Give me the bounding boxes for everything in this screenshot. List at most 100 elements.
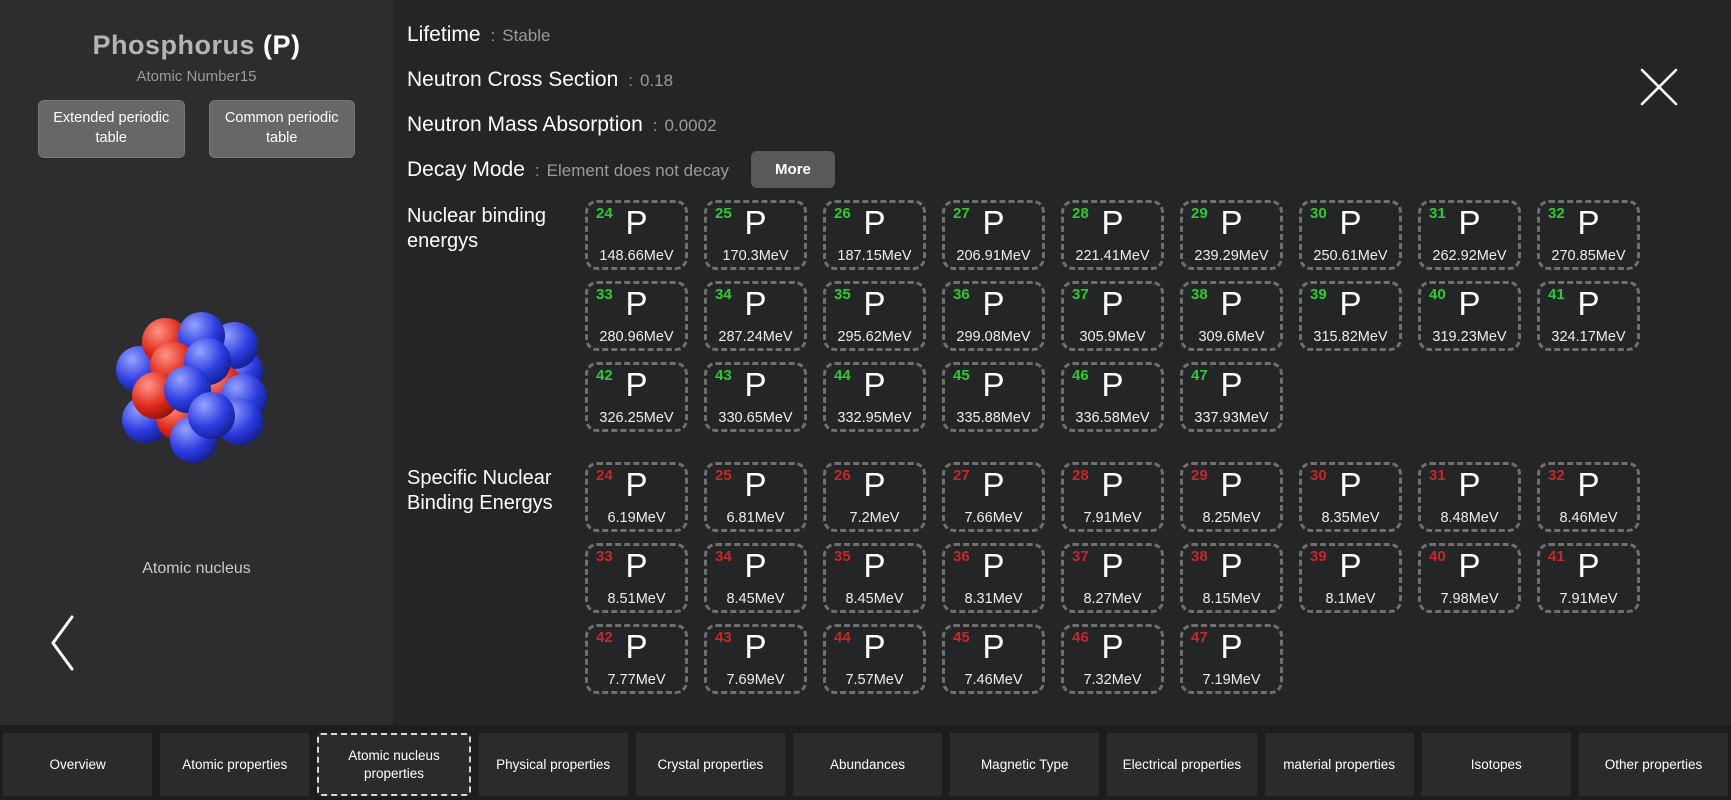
isotope-mass-number: 26 — [834, 467, 851, 484]
isotope-symbol: P — [1339, 204, 1362, 241]
isotope-mass-number: 46 — [1072, 629, 1089, 646]
isotope-mass-number: 41 — [1548, 548, 1565, 565]
isotope-symbol: P — [1577, 285, 1600, 322]
isotope-energy-value: 8.31MeV — [964, 591, 1023, 607]
isotope-energy-value: 262.92MeV — [1432, 248, 1507, 264]
tab-abundances[interactable]: Abundances — [792, 733, 943, 796]
isotope-symbol: P — [1101, 285, 1124, 322]
isotope-energy-value: 335.88MeV — [956, 410, 1031, 426]
isotope-tile: 43 P 330.65MeV — [704, 362, 807, 432]
isotope-mass-number: 33 — [596, 548, 613, 565]
atomic-number-label: Atomic Number — [136, 68, 240, 85]
isotope-energy-value: 170.3MeV — [722, 248, 789, 264]
isotope-symbol: P — [744, 628, 767, 665]
isotope-symbol: P — [744, 285, 767, 322]
property-label: Neutron Mass Absorption — [407, 112, 643, 136]
isotope-tile: 40 P 7.98MeV — [1418, 543, 1521, 613]
isotope-symbol: P — [744, 366, 767, 403]
atomic-nucleus-image — [116, 310, 271, 465]
tab-atomic-nucleus-properties[interactable]: Atomic nucleus properties — [317, 733, 471, 796]
isotope-mass-number: 30 — [1310, 467, 1327, 484]
isotope-tile: 44 P 332.95MeV — [823, 362, 926, 432]
tab-magnetic-type[interactable]: Magnetic Type — [950, 733, 1100, 796]
isotope-symbol: P — [1577, 547, 1600, 584]
property-separator: : — [490, 25, 496, 45]
isotope-tile: 41 P 7.91MeV — [1537, 543, 1640, 613]
isotope-mass-number: 42 — [596, 367, 613, 384]
isotope-symbol: P — [625, 204, 648, 241]
isotope-symbol: P — [1220, 204, 1243, 241]
tab-overview[interactable]: Overview — [3, 733, 153, 796]
isotope-symbol: P — [1339, 285, 1362, 322]
isotope-tile: 28 P 7.91MeV — [1061, 462, 1164, 532]
common-periodic-table-button[interactable]: Common periodic table — [208, 100, 355, 158]
isotope-tile: 42 P 7.77MeV — [585, 624, 688, 694]
isotope-mass-number: 30 — [1310, 205, 1327, 222]
isotope-tile: 30 P 8.35MeV — [1299, 462, 1402, 532]
isotope-energy-value: 336.58MeV — [1075, 410, 1150, 426]
property-row-neutron-cross-section: Neutron Cross Section : 0.18 — [407, 65, 1731, 94]
isotope-energy-value: 221.41MeV — [1075, 248, 1150, 264]
isotope-tile: 35 P 295.62MeV — [823, 281, 926, 351]
isotope-energy-value: 8.27MeV — [1083, 591, 1142, 607]
tab-isotopes[interactable]: Isotopes — [1421, 733, 1571, 796]
tab-electrical-properties[interactable]: Electrical properties — [1107, 733, 1257, 796]
isotope-energy-value: 7.66MeV — [964, 510, 1023, 526]
isotope-mass-number: 40 — [1429, 286, 1446, 303]
isotope-symbol: P — [1339, 466, 1362, 503]
isotope-tile: 26 P 7.2MeV — [823, 462, 926, 532]
isotope-symbol: P — [982, 628, 1005, 665]
isotope-mass-number: 32 — [1548, 467, 1565, 484]
isotope-tile: 31 P 262.92MeV — [1418, 200, 1521, 270]
tab-physical-properties[interactable]: Physical properties — [478, 733, 628, 796]
tab-material-properties[interactable]: material properties — [1264, 733, 1414, 796]
isotope-symbol: P — [1220, 366, 1243, 403]
isotope-mass-number: 29 — [1191, 205, 1208, 222]
isotope-mass-number: 42 — [596, 629, 613, 646]
isotope-energy-value: 315.82MeV — [1313, 329, 1388, 345]
isotope-energy-value: 8.45MeV — [845, 591, 904, 607]
property-row-neutron-mass-absorption: Neutron Mass Absorption : 0.0002 — [407, 110, 1731, 139]
isotope-energy-value: 8.1MeV — [1325, 591, 1376, 607]
isotope-energy-value: 7.19MeV — [1202, 672, 1261, 688]
property-separator: : — [652, 115, 658, 135]
isotope-symbol: P — [1220, 547, 1243, 584]
isotope-energy-value: 324.17MeV — [1551, 329, 1626, 345]
isotope-symbol: P — [625, 366, 648, 403]
extended-periodic-table-button[interactable]: Extended periodic table — [38, 100, 185, 158]
previous-element-button[interactable] — [48, 614, 78, 677]
isotope-energy-value: 7.69MeV — [726, 672, 785, 688]
tab-other-properties[interactable]: Other properties — [1578, 733, 1729, 796]
section-title: Nuclear binding energys — [407, 205, 546, 252]
isotope-mass-number: 28 — [1072, 205, 1089, 222]
isotope-tile: 27 P 206.91MeV — [942, 200, 1045, 270]
isotope-tile-grid: 24 P 6.19MeV 25 P 6.81MeV 26 P 7.2MeV 27… — [585, 462, 1640, 694]
isotope-energy-value: 280.96MeV — [599, 329, 674, 345]
close-button[interactable] — [1638, 66, 1680, 113]
isotope-mass-number: 45 — [953, 367, 970, 384]
tab-atomic-properties[interactable]: Atomic properties — [160, 733, 310, 796]
isotope-tile: 47 P 337.93MeV — [1180, 362, 1283, 432]
isotope-mass-number: 26 — [834, 205, 851, 222]
isotope-energy-value: 206.91MeV — [956, 248, 1031, 264]
isotope-tile: 40 P 319.23MeV — [1418, 281, 1521, 351]
isotope-tile: 30 P 250.61MeV — [1299, 200, 1402, 270]
isotope-energy-value: 7.91MeV — [1083, 510, 1142, 526]
isotope-energy-value: 295.62MeV — [837, 329, 912, 345]
isotope-tile: 36 P 8.31MeV — [942, 543, 1045, 613]
isotope-energy-value: 239.29MeV — [1194, 248, 1269, 264]
isotope-mass-number: 41 — [1548, 286, 1565, 303]
isotope-symbol: P — [982, 204, 1005, 241]
isotope-energy-value: 7.91MeV — [1559, 591, 1618, 607]
isotope-tile: 27 P 7.66MeV — [942, 462, 1045, 532]
isotope-energy-value: 326.25MeV — [599, 410, 674, 426]
isotope-mass-number: 38 — [1191, 548, 1208, 565]
isotope-mass-number: 29 — [1191, 467, 1208, 484]
main-panel: Lifetime : Stable Neutron Cross Section … — [393, 0, 1731, 725]
more-button[interactable]: More — [751, 151, 835, 188]
isotope-energy-value: 7.2MeV — [849, 510, 900, 526]
tab-crystal-properties[interactable]: Crystal properties — [635, 733, 785, 796]
isotope-symbol: P — [1458, 547, 1481, 584]
nucleus-caption: Atomic nucleus — [142, 560, 251, 577]
isotope-tile: 38 P 309.6MeV — [1180, 281, 1283, 351]
